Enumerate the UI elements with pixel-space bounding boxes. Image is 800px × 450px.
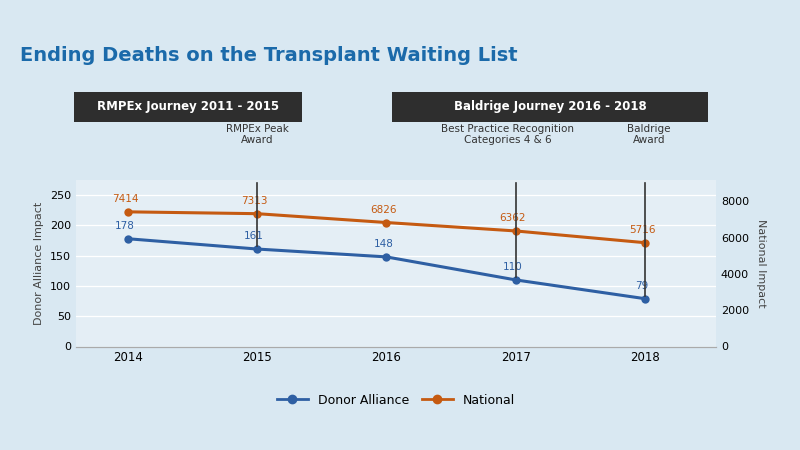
Y-axis label: Donor Alliance Impact: Donor Alliance Impact (34, 202, 45, 325)
Text: 7313: 7313 (241, 196, 267, 206)
Text: RMPEx Journey 2011 - 2015: RMPEx Journey 2011 - 2015 (98, 100, 279, 113)
Text: Baldrige Journey 2016 - 2018: Baldrige Journey 2016 - 2018 (454, 100, 646, 113)
Text: Baldrige
Award: Baldrige Award (627, 124, 670, 145)
Text: 110: 110 (503, 262, 522, 272)
Text: 178: 178 (115, 221, 135, 231)
Text: 79: 79 (635, 281, 649, 291)
Legend: Donor Alliance, National: Donor Alliance, National (272, 389, 520, 412)
Text: Ending Deaths on the Transplant Waiting List: Ending Deaths on the Transplant Waiting … (20, 46, 518, 65)
Text: RMPEx Peak
Award: RMPEx Peak Award (226, 124, 289, 145)
Text: 5716: 5716 (629, 225, 655, 235)
Text: 148: 148 (374, 239, 394, 249)
Y-axis label: National Impact: National Impact (756, 219, 766, 307)
Text: 6826: 6826 (370, 205, 397, 215)
Text: 7414: 7414 (112, 194, 138, 204)
Text: 161: 161 (244, 231, 264, 241)
Text: 6362: 6362 (499, 213, 526, 223)
Text: Best Practice Recognition
Categories 4 & 6: Best Practice Recognition Categories 4 &… (441, 124, 574, 145)
